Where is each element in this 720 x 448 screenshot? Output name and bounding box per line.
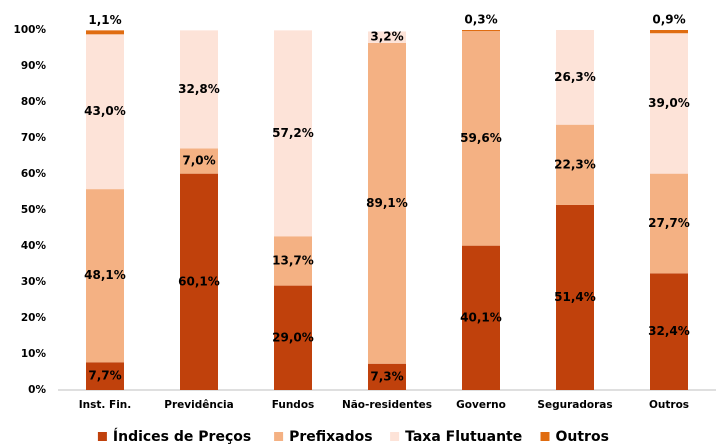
data-label: 7,7%: [88, 369, 121, 383]
bar-segment: [180, 148, 218, 174]
legend-swatch: [97, 432, 107, 441]
data-label: 39,0%: [648, 96, 690, 110]
legend-label: Índices de Preços: [113, 428, 251, 445]
data-label: 22,3%: [554, 157, 596, 171]
bar-segment: [86, 362, 124, 390]
y-tick-label: 30%: [21, 276, 47, 288]
data-label: 13,7%: [272, 253, 314, 267]
data-label: 60,1%: [178, 274, 220, 288]
y-tick-label: 10%: [21, 348, 47, 360]
data-label: 26,3%: [554, 70, 596, 84]
bar-segment: [180, 173, 218, 390]
legend-swatch: [540, 432, 550, 441]
data-label: 7,3%: [370, 369, 403, 383]
y-tick-label: 80%: [21, 96, 47, 108]
data-label: 7,0%: [182, 154, 215, 168]
data-label: 0,9%: [652, 13, 685, 27]
bar-segment: [368, 42, 406, 364]
y-tick-label: 50%: [21, 204, 47, 216]
x-tick-label: Outros: [649, 399, 689, 411]
bar-segment: [650, 273, 688, 390]
bar-segment: [368, 363, 406, 390]
data-label: 3,2%: [370, 30, 403, 44]
data-label: 0,3%: [464, 13, 497, 27]
legend-swatch: [390, 432, 400, 441]
data-label: 40,1%: [460, 310, 502, 324]
bar-segment: [556, 204, 594, 390]
data-label: 48,1%: [84, 268, 126, 282]
bar-segment: [86, 34, 124, 190]
legend-label: Taxa Flutuante: [405, 429, 522, 445]
bar-segment: [274, 236, 312, 286]
y-tick-label: 90%: [21, 60, 47, 72]
data-label: 32,4%: [648, 324, 690, 338]
bar-segment: [368, 31, 406, 43]
y-tick-label: 70%: [21, 132, 47, 144]
bar-segment: [556, 124, 594, 205]
bar-segment: [86, 189, 124, 363]
legend-label: Prefixados: [289, 429, 373, 445]
bar-segment: [650, 30, 688, 34]
y-tick-label: 100%: [14, 24, 47, 36]
bar-segment: [180, 30, 218, 149]
data-label: 29,0%: [272, 330, 314, 344]
bar-segment: [556, 30, 594, 125]
bar-segment: [86, 30, 124, 35]
y-tick-label: 60%: [21, 168, 47, 180]
data-label: 57,2%: [272, 126, 314, 140]
y-tick-label: 40%: [21, 240, 47, 252]
legend-label: Outros: [556, 429, 609, 445]
bar-segment: [462, 30, 500, 32]
bar-segment: [274, 285, 312, 390]
bar-segment: [650, 33, 688, 174]
x-tick-label: Governo: [456, 399, 506, 411]
bar-segment: [462, 31, 500, 246]
x-tick-label: Fundos: [272, 399, 315, 411]
data-label: 32,8%: [178, 82, 220, 96]
data-label: 27,7%: [648, 216, 690, 230]
data-label: 1,1%: [88, 13, 121, 27]
data-label: 43,0%: [84, 104, 126, 118]
bar-segment: [274, 30, 312, 237]
y-tick-label: 0%: [28, 384, 46, 396]
x-tick-label: Não-residentes: [342, 399, 432, 411]
bar-segment: [650, 173, 688, 274]
x-tick-label: Previdência: [164, 399, 233, 411]
data-label: 51,4%: [554, 290, 596, 304]
bar-segment: [462, 245, 500, 390]
x-tick-label: Seguradoras: [537, 399, 612, 411]
x-tick-label: Inst. Fin.: [79, 399, 132, 411]
data-label: 59,6%: [460, 131, 502, 145]
legend-swatch: [274, 432, 284, 441]
data-label: 89,1%: [366, 196, 408, 210]
y-tick-label: 20%: [21, 312, 47, 324]
